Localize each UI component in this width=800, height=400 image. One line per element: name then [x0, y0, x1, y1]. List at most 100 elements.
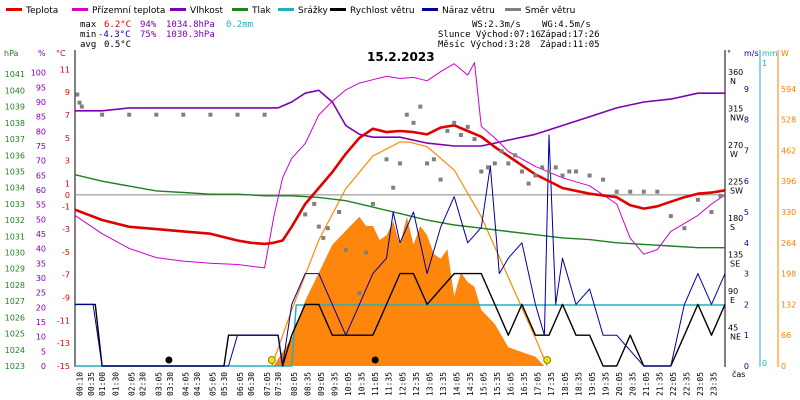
time-tick-label: 01:00	[98, 372, 107, 396]
solar-radiation-area	[273, 216, 545, 366]
stat-max-label: max	[80, 20, 97, 30]
axis-ticks: 1023102410251026102710281029103010311032…	[5, 59, 797, 396]
legend-label-temperature: Teplota	[25, 6, 58, 16]
time-tick-label: 22:35	[683, 372, 692, 396]
humidity-tick-label: 75	[36, 142, 46, 151]
time-tick-label: 10:35	[358, 372, 367, 396]
wind-direction-point	[127, 112, 132, 117]
unit-ms: m/s	[744, 49, 759, 58]
pressure-tick-label: 1033	[5, 200, 25, 209]
time-tick-label: 05:30	[220, 372, 229, 396]
time-tick-label: 02:30	[139, 372, 148, 396]
time-tick-label: 20:05	[615, 372, 624, 396]
time-tick-label: 18:35	[574, 372, 583, 396]
solar-tick-label: 66	[781, 331, 791, 340]
humidity-tick-label: 65	[36, 171, 46, 180]
time-tick-label: 20:35	[629, 372, 638, 396]
time-tick-label: 13:05	[425, 372, 434, 396]
wind-direction-point	[718, 193, 723, 198]
time-tick-label: 05:05	[209, 372, 218, 396]
wind-direction-point	[567, 169, 572, 174]
wind-direction-points	[75, 92, 723, 296]
wind-speed-tick-label: 4	[744, 239, 749, 248]
time-tick-label: 04:30	[193, 372, 202, 396]
wind-direction-tick-label: 360	[728, 68, 743, 77]
wind-direction-tick-name: N	[730, 77, 736, 86]
wind-speed-tick-label: 6	[744, 177, 749, 186]
wind-direction-tick-label: 135	[728, 251, 743, 260]
wind-direction-point	[357, 291, 362, 296]
time-tick-label: 19:05	[588, 372, 597, 396]
time-tick-label: 19:35	[601, 372, 610, 396]
time-tick-label: 18:05	[561, 372, 570, 396]
pressure-tick-label: 1026	[5, 313, 25, 322]
solar-tick-label: 132	[781, 300, 796, 309]
unit-cas: čas	[732, 369, 745, 379]
time-tick-label: 09:05	[317, 372, 326, 396]
solar-tick-label: 330	[781, 208, 796, 217]
wind-direction-point	[312, 201, 317, 206]
time-tick-label: 23:35	[710, 372, 719, 396]
humidity-tick-label: 25	[36, 289, 46, 298]
time-tick-label: 11:05	[371, 372, 380, 396]
time-tick-label: 17:05	[534, 372, 543, 396]
pressure-tick-label: 1031	[5, 232, 25, 241]
stat-avg-label: avg	[80, 40, 96, 50]
wind-direction-point	[181, 112, 186, 117]
temperature-line	[74, 124, 726, 246]
pressure-tick-label: 1030	[5, 249, 25, 258]
time-tick-label: 15:05	[480, 372, 489, 396]
wind-direction-point	[560, 173, 565, 178]
solar-tick-label: 594	[781, 85, 796, 94]
time-tick-label: 12:35	[412, 372, 421, 396]
wind-direction-point	[601, 177, 606, 182]
wind-gust-line	[75, 134, 726, 367]
time-tick-label: 07:05	[263, 372, 272, 396]
theoretical-radiation-line	[271, 141, 548, 367]
humidity-tick-label: 0	[41, 362, 46, 371]
pressure-tick-label: 1036	[5, 151, 25, 160]
temperature-tick-label: 0	[65, 191, 70, 200]
wind-direction-point	[519, 169, 524, 174]
wind-direction-point	[398, 161, 402, 166]
wind-direction-tick-name: W	[730, 150, 738, 159]
humidity-tick-label: 50	[36, 215, 46, 224]
wind-direction-point	[343, 248, 348, 253]
stats-block: max 6.2°C 94% 1034.8hPa 0.2mm min -4.3°C…	[80, 20, 600, 50]
solar-tick-label: 0	[781, 362, 786, 371]
legend-swatch-precipitation	[278, 8, 294, 11]
legend-swatch-ground-temperature	[72, 8, 88, 11]
wind-direction-point	[655, 189, 660, 194]
wind-direction-point	[472, 137, 477, 142]
humidity-tick-label: 45	[36, 230, 46, 239]
wind-direction-point	[465, 124, 470, 129]
wind-direction-point	[370, 201, 375, 206]
wind-speed-tick-label: 9	[744, 85, 749, 94]
wind-ws: WS:2.3m/s	[472, 20, 521, 30]
pressure-tick-label: 1032	[5, 216, 25, 225]
time-tick-label: 00:35	[87, 372, 96, 396]
time-tick-label: 04:05	[182, 372, 191, 396]
temperature-tick-label: 5	[65, 134, 70, 143]
pressure-tick-label: 1034	[5, 184, 25, 193]
wind-direction-point	[77, 100, 82, 105]
unit-degc: °C	[56, 49, 66, 58]
temperature-tick-label: -11	[57, 316, 70, 325]
wind-direction-point	[492, 161, 497, 166]
time-tick-label: 15:35	[493, 372, 502, 396]
unit-hpa: hPa	[4, 49, 19, 58]
sunrise-marker	[267, 356, 276, 364]
time-tick-label: 22:05	[669, 372, 678, 396]
time-tick-label: 16:05	[507, 372, 516, 396]
pressure-line	[74, 174, 725, 249]
wind-direction-point	[499, 149, 504, 154]
wind-direction-point	[100, 112, 105, 117]
temperature-tick-label: 11	[60, 65, 70, 74]
wind-direction-point	[526, 181, 531, 186]
stat-min-hum: 75%	[140, 30, 157, 40]
humidity-tick-label: 5	[41, 347, 46, 356]
wind-speed-tick-label: 2	[744, 300, 749, 309]
moon-set: Západ:11:05	[540, 40, 600, 50]
solar-tick-label: 198	[781, 270, 796, 279]
